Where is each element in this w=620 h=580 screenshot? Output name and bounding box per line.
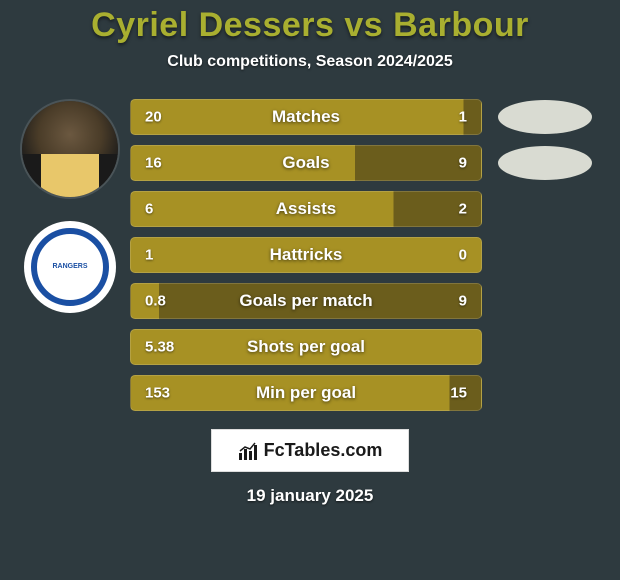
stat-bar: 5.38 Shots per goal bbox=[130, 329, 482, 365]
club-logo-text: RANGERS bbox=[52, 263, 87, 271]
stat-row: 5.38 Shots per goal bbox=[130, 329, 600, 365]
stat-bar: 20 Matches 1 bbox=[130, 99, 482, 135]
stat-extra bbox=[490, 146, 600, 180]
stat-bar: 153 Min per goal 15 bbox=[130, 375, 482, 411]
stat-right-value: 2 bbox=[459, 201, 467, 218]
stat-label: Assists bbox=[276, 199, 336, 219]
stat-label: Hattricks bbox=[270, 245, 343, 265]
main: RANGERS 20 Matches 1 16 Goals 9 6 Assists 2 1 Hatt… bbox=[0, 99, 620, 411]
stat-label: Min per goal bbox=[256, 383, 356, 403]
stat-right-value: 1 bbox=[459, 109, 467, 126]
stat-left-value: 0.8 bbox=[145, 293, 166, 310]
club-logo: RANGERS bbox=[24, 221, 116, 313]
brand-text: FcTables.com bbox=[264, 440, 383, 461]
club-logo-ring: RANGERS bbox=[31, 228, 109, 306]
stat-row: 153 Min per goal 15 bbox=[130, 375, 600, 411]
stat-right-value: 9 bbox=[459, 155, 467, 172]
player-avatar bbox=[20, 99, 120, 199]
stat-row: 6 Assists 2 bbox=[130, 191, 600, 227]
stats-column: 20 Matches 1 16 Goals 9 6 Assists 2 1 Hattricks 0 0.… bbox=[130, 99, 610, 411]
stat-bar: 0.8 Goals per match 9 bbox=[130, 283, 482, 319]
footer-date: 19 january 2025 bbox=[247, 486, 374, 506]
left-column: RANGERS bbox=[10, 99, 130, 411]
stat-label: Goals bbox=[282, 153, 329, 173]
extra-ellipse bbox=[498, 146, 592, 180]
extra-ellipse bbox=[498, 100, 592, 134]
stat-extra bbox=[490, 100, 600, 134]
stat-bar: 16 Goals 9 bbox=[130, 145, 482, 181]
stat-row: 20 Matches 1 bbox=[130, 99, 600, 135]
stat-label: Matches bbox=[272, 107, 340, 127]
stat-right-value: 9 bbox=[459, 293, 467, 310]
stat-left-value: 16 bbox=[145, 155, 162, 172]
page-title: Cyriel Dessers vs Barbour bbox=[91, 6, 529, 45]
subtitle: Club competitions, Season 2024/2025 bbox=[167, 53, 452, 71]
avatar-placeholder bbox=[22, 101, 118, 197]
stat-left-value: 153 bbox=[145, 385, 170, 402]
stat-row: 0.8 Goals per match 9 bbox=[130, 283, 600, 319]
stat-left-value: 5.38 bbox=[145, 339, 174, 356]
stat-left-value: 1 bbox=[145, 247, 153, 264]
stat-row: 16 Goals 9 bbox=[130, 145, 600, 181]
footer: FcTables.com 19 january 2025 bbox=[211, 429, 410, 506]
stat-row: 1 Hattricks 0 bbox=[130, 237, 600, 273]
stat-right-value: 15 bbox=[450, 385, 467, 402]
stat-bar: 6 Assists 2 bbox=[130, 191, 482, 227]
stat-left-value: 20 bbox=[145, 109, 162, 126]
chart-icon bbox=[238, 441, 258, 461]
stat-label: Shots per goal bbox=[247, 337, 365, 357]
avatar-shirt bbox=[22, 154, 118, 197]
stat-right-value: 0 bbox=[459, 247, 467, 264]
container: Cyriel Dessers vs Barbour Club competiti… bbox=[0, 0, 620, 580]
stat-left-value: 6 bbox=[145, 201, 153, 218]
stat-label: Goals per match bbox=[239, 291, 372, 311]
brand-badge: FcTables.com bbox=[211, 429, 410, 472]
stat-bar: 1 Hattricks 0 bbox=[130, 237, 482, 273]
